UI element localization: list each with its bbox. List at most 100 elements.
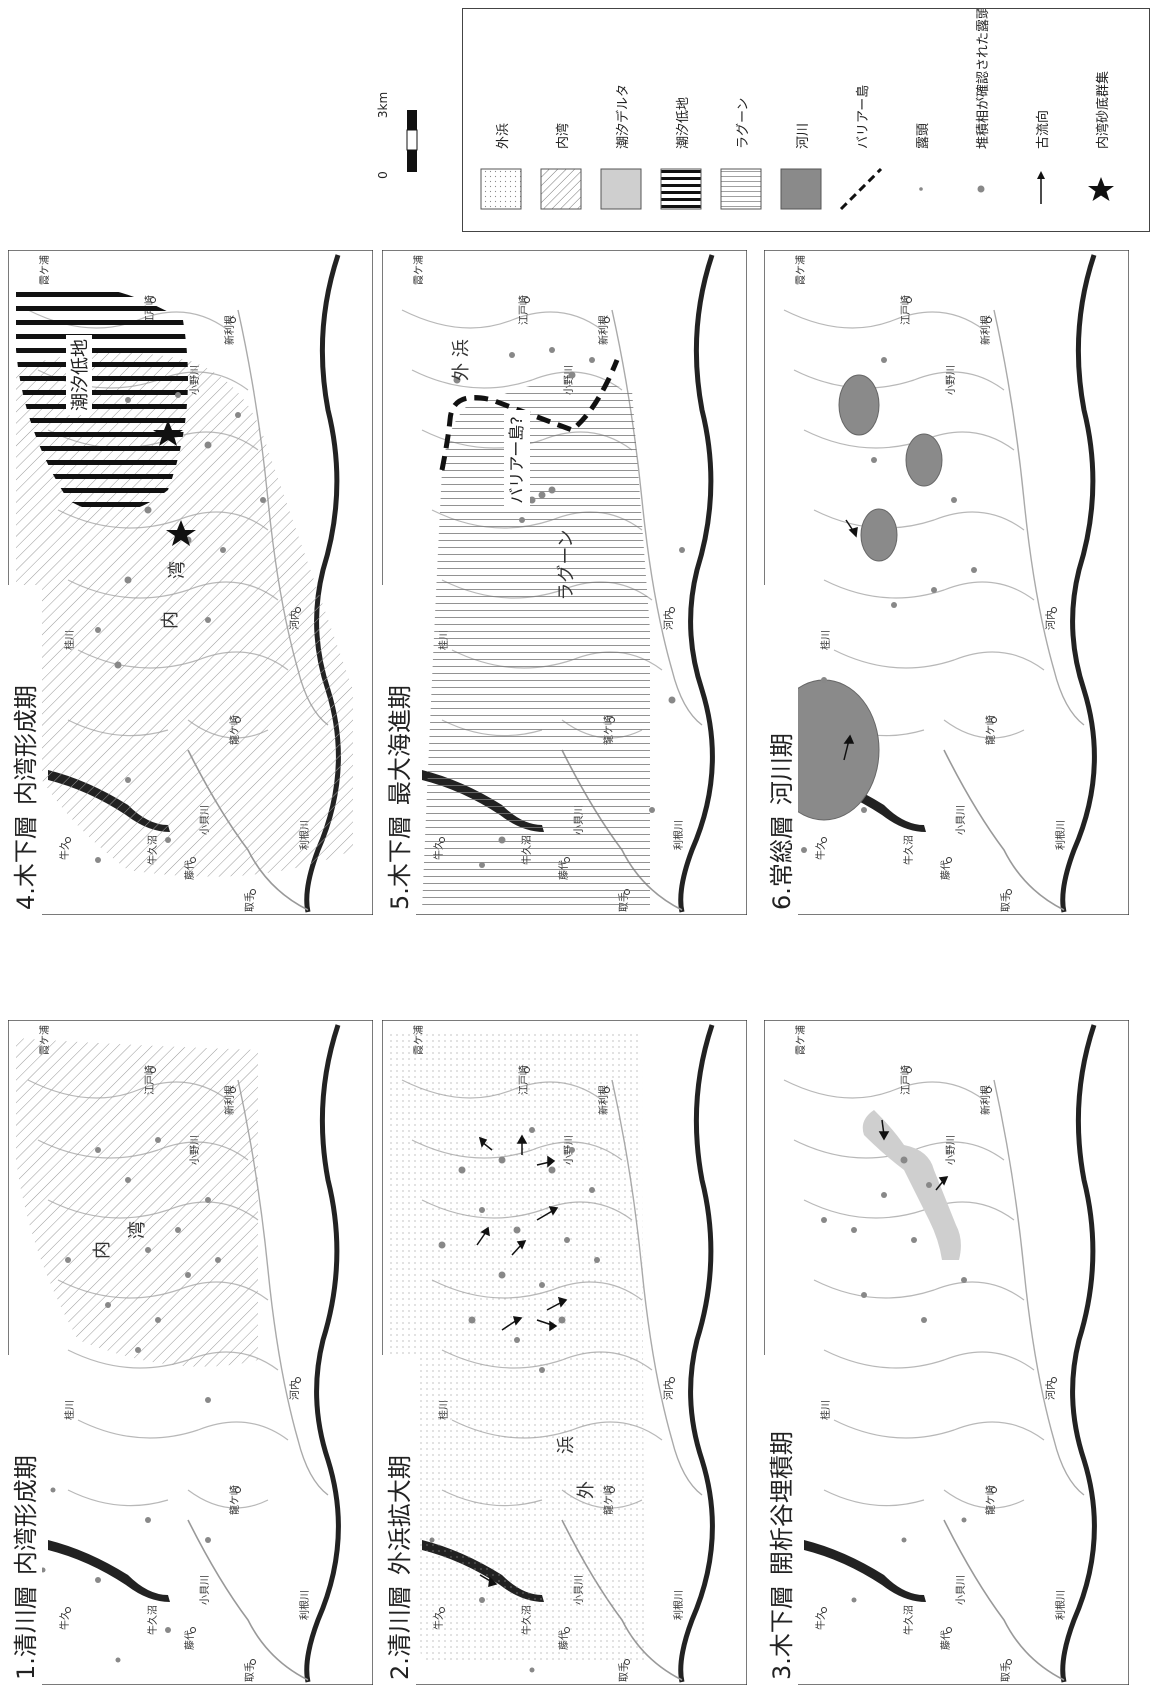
- tone-river: [678, 254, 715, 913]
- tone-river: [1060, 1024, 1097, 1683]
- legend-label: 古流向: [1035, 110, 1051, 149]
- paleocurrent-arrows: [878, 1119, 949, 1191]
- stream-line: [813, 1279, 1025, 1301]
- legend-swatch-tidal-flat: [660, 168, 702, 210]
- legend-swatch-confirmed-outcrop: [977, 185, 985, 193]
- scale-bar: 0 3km: [362, 80, 452, 230]
- panel-number: 2.: [386, 1657, 414, 1680]
- shintone-river: [993, 1079, 1085, 1496]
- town-marker: [230, 317, 236, 323]
- stage-name: 最大海進期: [386, 685, 414, 805]
- place-label-kasumigaura: 霞ケ浦: [38, 255, 51, 285]
- place-label-ushikunuma: 牛久沼: [902, 835, 915, 865]
- place-label-kawachi: 河内: [1044, 1380, 1057, 1400]
- lagoon-area: [422, 381, 650, 911]
- legend-label: 内湾: [555, 123, 571, 149]
- town-marker: [991, 1487, 997, 1493]
- kokai-river: [943, 749, 1065, 911]
- place-label-kokaigawa: 小貝川: [199, 1575, 211, 1605]
- town-marker: [821, 837, 827, 843]
- place-label-katsuragawa: 桂川: [819, 630, 832, 650]
- town-marker: [524, 297, 530, 303]
- legend-swatch-star: [1088, 177, 1114, 201]
- panel-number: 1.: [12, 1657, 40, 1680]
- tidal-flat-area: [16, 284, 188, 513]
- ushikunuma-lake: [48, 1540, 170, 1602]
- place-label-tonegawa: 利根川: [1054, 1590, 1067, 1620]
- panel-2-title: 2.清川層 外浜拡大期: [382, 1355, 416, 1685]
- place-label-kokaigawa: 小貝川: [955, 1575, 967, 1605]
- inner-bay-area: [16, 1038, 258, 1367]
- stage-name: 河川期: [768, 733, 796, 805]
- paleocurrent-arrows: [843, 519, 858, 761]
- legend-swatch-tidal-delta: [600, 168, 642, 210]
- place-label-kasumigaura: 霞ケ浦: [794, 255, 807, 285]
- place-label-onogawa: 小野川: [945, 1135, 957, 1165]
- legend: 外浜 内湾 潮汐デルタ 潮汐低地 ラグーン 河川 バリアー島 露頭 堆積相が確認…: [462, 8, 1150, 232]
- legend-graphic: 外浜 内湾 潮汐デルタ 潮汐低地 ラグーン 河川 バリアー島 露頭 堆積相が確認…: [480, 9, 1114, 211]
- stream-line: [187, 1489, 269, 1509]
- place-label-kawachi: 河内: [1044, 610, 1057, 630]
- stream-line: [823, 579, 1035, 601]
- place-label-toride: 取手: [243, 892, 256, 912]
- stream-line: [943, 719, 1025, 739]
- town-marker: [1006, 889, 1012, 895]
- bay-label-nai: 内: [160, 611, 181, 629]
- place-label-ushiku: 牛久: [58, 840, 71, 860]
- place-label-kasumigaura: 霞ケ浦: [412, 255, 425, 285]
- shoreface-area: [390, 1030, 644, 1660]
- panel-6: 霞ケ浦 江戸崎 新利根 小野川 桂川 河内 龍ケ崎 牛久 牛久沼 小貝川 藤代 利根川 取手 6.常総層…: [764, 250, 1129, 915]
- legend-label: 河川: [796, 123, 811, 149]
- stream-line: [411, 369, 623, 391]
- place-label-kawachi: 河内: [288, 1380, 301, 1400]
- legend-swatch-barrier: [839, 167, 883, 211]
- town-marker: [821, 1607, 827, 1613]
- tone-river: [304, 1024, 341, 1683]
- panel-1-title: 1.清川層 内湾形成期: [8, 1355, 42, 1685]
- place-label-tonegawa: 利根川: [298, 1590, 311, 1620]
- tidal-delta-area: [862, 1110, 961, 1260]
- panel-number: 3.: [768, 1657, 796, 1680]
- town-marker: [65, 837, 71, 843]
- place-label-onogawa: 小野川: [945, 365, 957, 395]
- panel-number: 4.: [12, 887, 40, 910]
- scale-distance: 3km: [376, 92, 390, 118]
- outcrop-dots: [40, 1137, 221, 1663]
- formation-name: 清川層: [12, 1585, 40, 1657]
- legend-label: ラグーン: [736, 98, 751, 149]
- stage-name: 内湾形成期: [12, 685, 40, 805]
- town-marker: [991, 717, 997, 723]
- panel-6-title: 6.常総層 河川期: [764, 585, 798, 915]
- stage-name: 内湾形成期: [12, 1455, 40, 1575]
- tone-river: [1060, 254, 1097, 913]
- stream-line: [77, 1419, 289, 1441]
- panel-frame: [764, 1020, 1129, 1685]
- tone-river: [678, 1024, 715, 1683]
- shoreface-label-gai: 外: [576, 1481, 597, 1499]
- town-marker: [190, 1627, 196, 1633]
- legend-swatch-inner-bay: [540, 168, 582, 210]
- legend-swatch-shoreface: [480, 168, 522, 210]
- town-marker: [669, 607, 675, 613]
- town-marker: [150, 297, 156, 303]
- shintone-river: [993, 309, 1085, 726]
- legend-label: 内湾砂底群集: [1095, 71, 1111, 149]
- svg-text:1.清川層内湾形成期: 1.清川層 内湾形成期: [12, 1455, 40, 1680]
- paleocurrent-arrows: [476, 1134, 568, 1588]
- inner-bay-sandy-bottom-stars: [153, 420, 196, 546]
- legend-swatch-paleocurrent: [1037, 171, 1045, 204]
- place-label-tonegawa: 利根川: [672, 820, 685, 850]
- stream-line: [783, 309, 985, 331]
- stream-line: [943, 1489, 1025, 1509]
- legend-label: 潮汐デルタ: [615, 84, 631, 149]
- town-marker: [250, 1659, 256, 1665]
- town-marker: [906, 297, 912, 303]
- outcrop-dots: [801, 357, 977, 853]
